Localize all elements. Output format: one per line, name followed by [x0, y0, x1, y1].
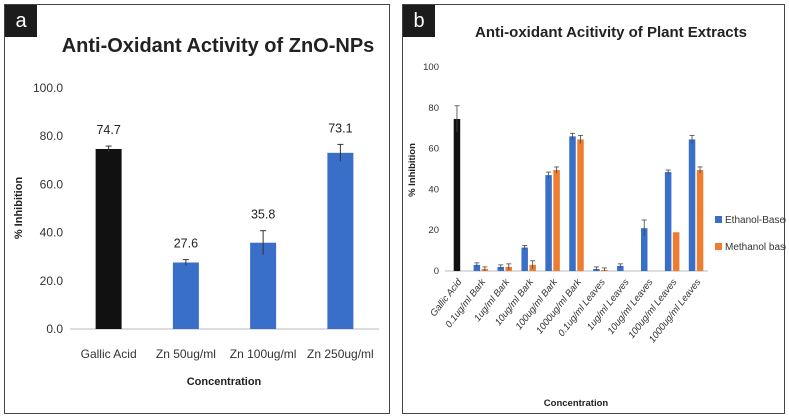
panel-b: b Anti-oxidant Acitivity of Plant Extrac…: [402, 4, 786, 414]
chart-b-bar: [672, 232, 680, 271]
chart-a-bar: [95, 148, 122, 329]
chart-a-svg: Anti-Oxidant Activity of ZnO-NPs 0.0 20.0 4…: [13, 35, 379, 388]
panel-a-badge: a: [5, 5, 37, 37]
chart-b-bar: [497, 266, 505, 271]
chart-b-bar: [640, 228, 648, 271]
chart-b-bar: [617, 265, 624, 271]
chart-b-legend-swatch: [715, 243, 722, 250]
chart-b-ytick: 0: [434, 266, 439, 277]
chart-a-ytick: 0.0: [46, 322, 63, 336]
chart-a-xtick: Zn 250ug/ml: [307, 347, 374, 361]
chart-b-bar: [696, 170, 704, 271]
chart-a-data-label: 73.1: [328, 121, 352, 135]
chart-b-bar: [521, 247, 528, 271]
chart-a-title: Anti-Oxidant Activity of ZnO-NPs: [62, 35, 375, 57]
chart-b-bar: [577, 139, 584, 271]
chart-a-xtick: Gallic Acid: [81, 347, 137, 361]
panel-b-badge: b: [403, 5, 435, 37]
chart-a-ytick: 20.0: [40, 274, 64, 288]
chart-a-ytick: 40.0: [40, 226, 64, 240]
chart-b-ytick: 100: [423, 62, 439, 73]
chart-b-svg: Anti-oxidant Acitivity of Plant Extracts…: [407, 24, 786, 409]
chart-b-bar: [453, 119, 461, 272]
chart-a-ytick: 60.0: [40, 177, 64, 191]
chart-a-ytick: 80.0: [40, 129, 64, 143]
chart-a-xtick: Zn 100ug/ml: [230, 347, 297, 361]
chart-a-bar: [250, 242, 277, 329]
chart-a-xlabel: Concentration: [187, 376, 262, 388]
chart-a-bar: [172, 262, 199, 329]
chart-a-data-label: 27.6: [174, 237, 198, 251]
panel-a: a Anti-Oxidant Activity of ZnO-NPs 0.0 20.…: [4, 4, 390, 414]
chart-b-legend-label: Methanol based: [725, 242, 786, 253]
chart-a-data-label: 74.7: [96, 123, 120, 137]
chart-b-bar: [553, 170, 560, 271]
chart-b-ylabel: % Inhibition: [407, 143, 418, 197]
chart-b-legend-swatch: [715, 216, 722, 223]
chart-a-ytick: 100.0: [33, 81, 63, 95]
chart-b-ytick: 80: [428, 103, 439, 114]
chart-b-bar: [473, 264, 481, 271]
chart-b-bar: [545, 175, 552, 271]
chart-b-bar: [569, 136, 576, 271]
chart-a-bar: [327, 152, 354, 329]
chart-a-ylabel: % Inhibition: [13, 177, 25, 240]
chart-b-ytick: 60: [428, 144, 439, 155]
chart-b-title: Anti-oxidant Acitivity of Plant Extracts: [475, 24, 747, 41]
chart-a-xtick: Zn 50ug/ml: [156, 347, 216, 361]
chart-b-bar: [664, 172, 672, 271]
chart-a-data-label: 35.8: [251, 208, 275, 222]
chart-b-ytick: 40: [428, 184, 439, 195]
chart-b-legend-label: Ethanol-Based: [725, 215, 786, 226]
chart-b-ytick: 20: [428, 225, 439, 236]
chart-b-bar: [688, 139, 696, 271]
chart-b-xlabel: Concentration: [544, 398, 609, 409]
